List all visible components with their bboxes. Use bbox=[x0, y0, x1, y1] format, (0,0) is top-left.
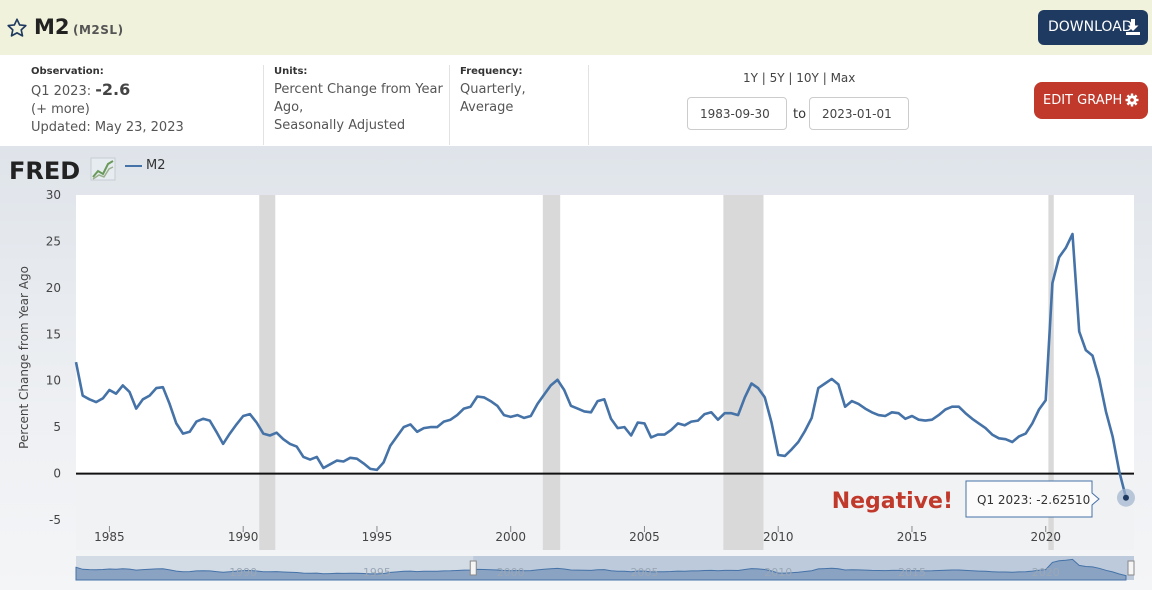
navigator-label: 2010 bbox=[764, 566, 792, 579]
x-tick-label: 2005 bbox=[629, 530, 660, 544]
edit-graph-button[interactable]: EDIT GRAPH bbox=[1034, 82, 1148, 119]
navigator-label: 1995 bbox=[363, 566, 391, 579]
series-title: M2 bbox=[34, 15, 70, 39]
recession-shade bbox=[1048, 195, 1054, 550]
frequency-line: Quarterly, bbox=[460, 82, 526, 97]
svg-text:FRED: FRED bbox=[9, 157, 80, 185]
divider bbox=[263, 65, 264, 145]
to-label: to bbox=[793, 107, 807, 122]
download-icon bbox=[1126, 19, 1140, 35]
navigator-label: 2015 bbox=[898, 566, 926, 579]
legend-label[interactable]: M2 bbox=[146, 158, 166, 173]
fred-logo: FRED bbox=[9, 157, 116, 185]
x-tick-label: 2000 bbox=[495, 530, 526, 544]
data-point bbox=[1122, 494, 1129, 501]
frequency-panel: Frequency: Quarterly, Average bbox=[460, 66, 526, 156]
y-tick-label: 30 bbox=[46, 188, 61, 202]
units-label: Units: bbox=[274, 66, 308, 77]
navigator-handle-right[interactable] bbox=[1127, 560, 1135, 576]
y-tick-label: 15 bbox=[46, 327, 61, 341]
negative-annotation: Negative! bbox=[832, 489, 953, 514]
series-line-m2 bbox=[74, 232, 1128, 499]
tooltip-value: -2.62510 bbox=[1036, 493, 1090, 507]
x-tick-label: 1990 bbox=[228, 530, 259, 544]
tooltip-text: Q1 2023: -2.62510 bbox=[977, 493, 1090, 507]
navigator-label: 1990 bbox=[229, 566, 257, 579]
recession-shade bbox=[723, 195, 764, 550]
y-tick-label: 0 bbox=[53, 467, 61, 481]
observation-panel: Observation: Q1 2023: -2.6 (+ more) Upda… bbox=[31, 66, 184, 156]
frequency-label: Frequency: bbox=[460, 66, 523, 77]
x-tick-label: 1995 bbox=[362, 530, 393, 544]
tooltip-box bbox=[965, 480, 1100, 518]
units-panel: Units: Percent Change from Year Ago, Sea… bbox=[274, 66, 443, 156]
y-tick-label: -5 bbox=[49, 513, 61, 527]
y-tick-label: 25 bbox=[46, 234, 61, 248]
edit-graph-label: EDIT GRAPH bbox=[1043, 93, 1123, 108]
updated-date: Updated: May 23, 2023 bbox=[31, 120, 184, 135]
x-tick-label: 2010 bbox=[763, 530, 794, 544]
favorite-star-icon[interactable] bbox=[6, 17, 28, 39]
y-tick-label: 10 bbox=[46, 374, 61, 388]
range-selector: 1Y | 5Y | 10Y | Max bbox=[743, 71, 856, 85]
navigator-handle-left[interactable] bbox=[469, 560, 477, 576]
series-id: (M2SL) bbox=[73, 23, 124, 37]
range-max[interactable]: Max bbox=[830, 71, 856, 85]
navigator-label: 2005 bbox=[630, 566, 658, 579]
frequency-line: Average bbox=[460, 100, 514, 115]
gear-icon bbox=[1125, 93, 1139, 107]
y-tick-label: 5 bbox=[53, 420, 61, 434]
tooltip-period: Q1 2023: bbox=[977, 493, 1036, 507]
recession-shade bbox=[259, 195, 276, 550]
x-tick-label: 2015 bbox=[897, 530, 928, 544]
observation-period: Q1 2023: bbox=[31, 84, 92, 99]
recession-shade bbox=[542, 195, 561, 550]
units-line: Ago, bbox=[274, 100, 304, 115]
units-line: Percent Change from Year bbox=[274, 82, 443, 97]
divider bbox=[449, 65, 450, 145]
y-tick-label: 20 bbox=[46, 281, 61, 295]
download-label: DOWNLOAD bbox=[1048, 19, 1133, 35]
observation-value: -2.6 bbox=[95, 80, 131, 99]
download-button[interactable]: DOWNLOAD bbox=[1038, 10, 1148, 45]
y-axis-label: Percent Change from Year Ago bbox=[17, 266, 31, 449]
observation-label: Observation: bbox=[31, 66, 104, 77]
more-link[interactable]: (+ more) bbox=[31, 102, 90, 117]
x-tick-label: 2020 bbox=[1030, 530, 1061, 544]
range-10y[interactable]: 10Y bbox=[796, 71, 819, 85]
navigator-label: 2020 bbox=[1032, 566, 1060, 579]
legend-swatch bbox=[125, 165, 142, 167]
navigator-label: 2000 bbox=[497, 566, 525, 579]
start-date-input[interactable]: 1983-09-30 bbox=[687, 97, 787, 130]
range-5y[interactable]: 5Y bbox=[769, 71, 785, 85]
navigator-series bbox=[75, 558, 1127, 581]
plot-lower-band bbox=[76, 473, 1134, 550]
x-tick-label: 1985 bbox=[94, 530, 125, 544]
title-bar: M2 (M2SL) DOWNLOAD bbox=[0, 0, 1152, 55]
plot-background bbox=[76, 195, 1134, 520]
end-date-input[interactable]: 2023-01-01 bbox=[809, 97, 909, 130]
range-1y[interactable]: 1Y bbox=[743, 71, 758, 85]
units-line: Seasonally Adjusted bbox=[274, 118, 406, 133]
divider bbox=[588, 65, 589, 145]
